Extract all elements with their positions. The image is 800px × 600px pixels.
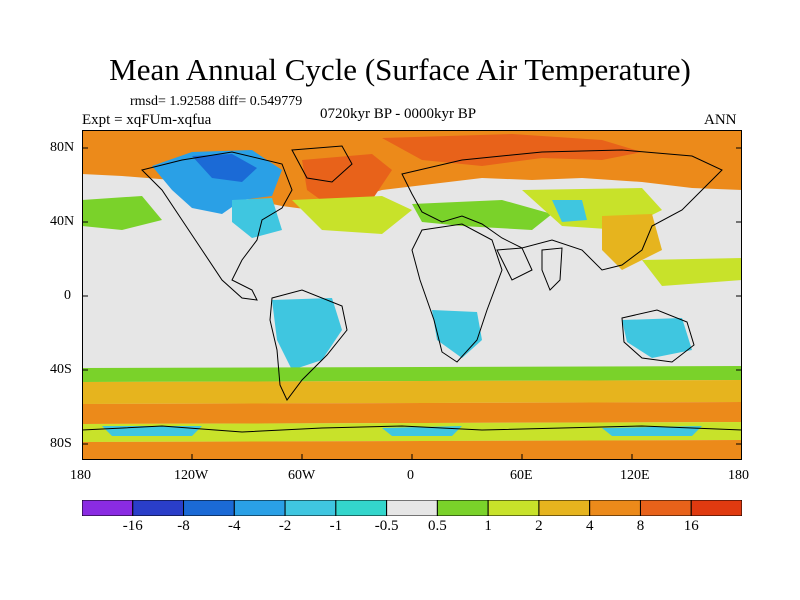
colorbar-swatch xyxy=(690,500,742,516)
africa-cold xyxy=(432,310,482,358)
chart-title: Mean Annual Cycle (Surface Air Temperatu… xyxy=(109,52,691,87)
x-tick-120e: 120E xyxy=(620,468,650,483)
asia-cold-patch xyxy=(552,200,587,222)
colorbar-swatch xyxy=(386,500,438,516)
antarctica-cold-patches xyxy=(102,426,702,436)
colorbar-swatch xyxy=(233,500,286,516)
colorbar-swatch xyxy=(487,500,540,516)
y-tick-80n: 80N xyxy=(50,140,75,155)
colorbar-label: 4 xyxy=(585,518,594,534)
canada-cold-core xyxy=(192,154,257,182)
southern-ocean-warm xyxy=(82,380,742,404)
north-atlantic-hot xyxy=(302,154,392,208)
australia-cold xyxy=(622,318,692,358)
coastlines xyxy=(82,145,742,433)
colorbar-swatch xyxy=(589,500,641,516)
y-tick-40s: 40S xyxy=(50,362,72,377)
x-tick-180-left: 180 xyxy=(70,468,91,483)
x-tick-0: 0 xyxy=(407,468,414,483)
north-pacific-band xyxy=(82,196,162,230)
colorbar-swatch xyxy=(132,500,185,516)
colorbar-label: -0.5 xyxy=(374,518,399,534)
colorbar-label: -1 xyxy=(329,518,343,534)
x-tick-60w: 60W xyxy=(288,468,316,483)
west-pacific-warm xyxy=(642,258,742,286)
colorbar-swatch xyxy=(436,500,489,516)
colorbar-label: -16 xyxy=(122,518,143,534)
antarctica-interior xyxy=(82,440,742,460)
colorbar-swatch xyxy=(639,500,692,516)
x-tick-60e: 60E xyxy=(510,468,533,483)
hudson-cold xyxy=(232,198,282,238)
map-ticks xyxy=(82,147,742,460)
season-label: ANN xyxy=(704,112,737,128)
south-america-cold xyxy=(272,298,342,370)
arctic-hot-core xyxy=(382,134,642,166)
x-tick-180-right: 180 xyxy=(728,468,749,483)
experiment-label: Expt = xqFUm-xqfua xyxy=(82,112,212,128)
temperature-map xyxy=(82,130,742,460)
colorbar-label: 1 xyxy=(484,518,492,534)
north-atlantic-band xyxy=(292,196,412,234)
y-tick-0: 0 xyxy=(64,288,71,303)
period-label: 0720kyr BP - 0000kyr BP xyxy=(320,106,477,122)
colorbar-label: 16 xyxy=(683,518,699,534)
southern-green-band xyxy=(82,366,742,382)
colorbar-label: 0.5 xyxy=(428,518,447,534)
colorbar-label: 2 xyxy=(535,518,543,534)
colorbar-label: -8 xyxy=(177,518,190,534)
colorbar-swatch xyxy=(284,500,337,516)
colorbar-swatch xyxy=(538,500,591,516)
colorbar-label: 8 xyxy=(636,518,645,534)
southern-ocean-hot xyxy=(82,402,742,424)
y-tick-80s: 80S xyxy=(50,436,72,451)
colorbar-swatch xyxy=(82,500,134,516)
colorbar-swatch xyxy=(335,500,388,516)
stats-text: rmsd= 1.92588 diff= 0.549779 xyxy=(130,94,303,109)
europe-band xyxy=(412,200,552,230)
y-tick-40n: 40N xyxy=(50,214,75,229)
colorbar-label: -2 xyxy=(278,518,292,534)
x-tick-120w: 120W xyxy=(174,468,209,483)
colorbar-swatch xyxy=(183,500,235,516)
colorbar-label: -4 xyxy=(228,518,241,534)
colorbar xyxy=(82,500,742,516)
east-asia-warm xyxy=(602,214,662,270)
